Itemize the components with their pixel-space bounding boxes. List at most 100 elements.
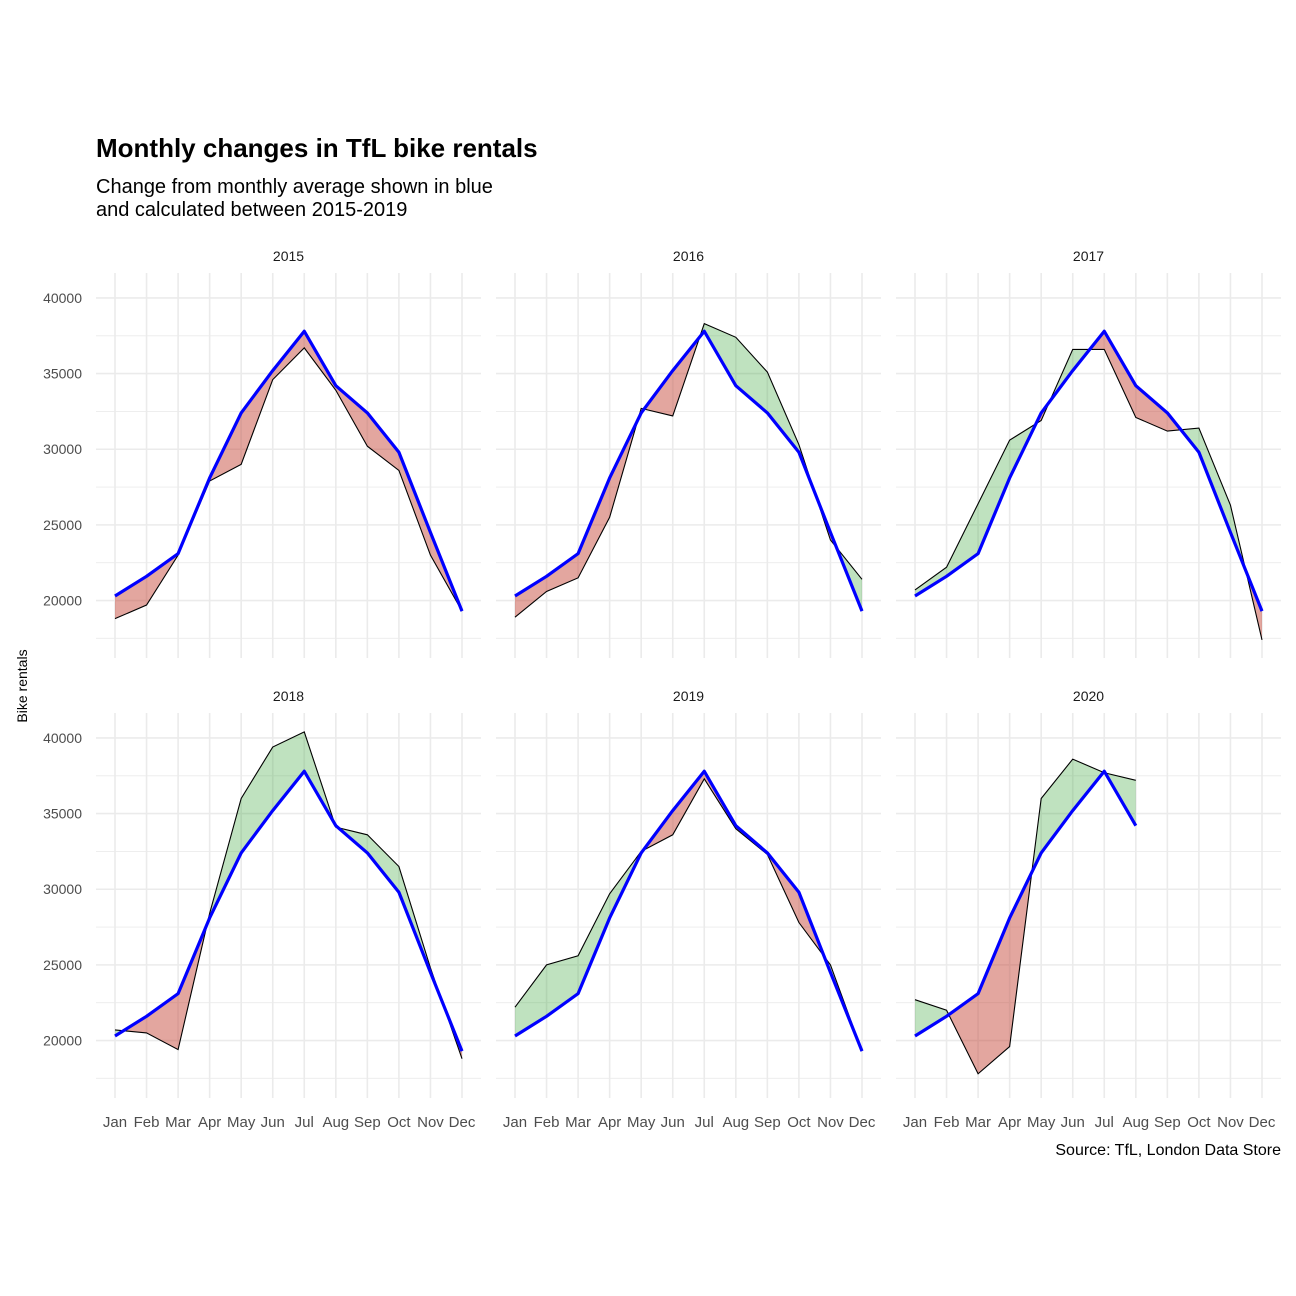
y-tick-label: 35000 <box>43 806 82 822</box>
x-tick-label: Nov <box>417 1114 444 1131</box>
x-tick-label: Feb <box>934 1114 960 1131</box>
x-tick-label: Jun <box>261 1114 285 1131</box>
y-tick-label: 35000 <box>43 366 82 382</box>
x-tick-label: Nov <box>1217 1114 1244 1131</box>
difference-ribbon <box>398 452 431 556</box>
difference-ribbon <box>272 731 305 811</box>
chart-subtitle: Change from monthly average shown in blu… <box>96 176 493 222</box>
x-tick-label: Oct <box>787 1114 811 1131</box>
difference-ribbon <box>335 385 368 447</box>
difference-ribbon <box>241 747 273 853</box>
y-tick-label: 25000 <box>43 517 82 533</box>
actual-line <box>514 777 863 1052</box>
chart-caption: Source: TfL, London Data Store <box>1055 1142 1281 1159</box>
panel-2018: 2018 20000 25000 30000 35000 40000 Jan Feb Mar Ap… <box>43 688 481 1131</box>
x-tick-label: Jan <box>103 1114 127 1131</box>
x-tick-label: Apr <box>598 1114 621 1131</box>
y-tick-label: 20000 <box>43 1033 82 1049</box>
actual-line <box>114 731 463 1059</box>
average-line <box>114 329 464 612</box>
difference-ribbon <box>1198 428 1231 533</box>
facet-label: 2020 <box>1073 688 1104 704</box>
difference-ribbon <box>578 477 610 578</box>
actual-line <box>514 322 863 618</box>
average-line <box>914 329 1264 612</box>
difference-ribbon <box>1135 385 1168 432</box>
actual-line <box>914 758 1136 1075</box>
chart-title: Monthly changes in TfL bike rentals <box>96 133 538 163</box>
x-tick-label: May <box>1027 1114 1056 1131</box>
actual-line <box>114 347 463 620</box>
x-tick-label: Jan <box>503 1114 527 1131</box>
x-tick-label: Aug <box>322 1114 349 1131</box>
average-line <box>914 769 1138 1038</box>
facet-label: 2019 <box>673 688 704 704</box>
x-tick-label: Nov <box>817 1114 844 1131</box>
difference-ribbon <box>515 576 547 618</box>
difference-ribbon <box>546 955 579 1017</box>
x-tick-label: Dec <box>1249 1114 1276 1131</box>
x-tick-label: Sep <box>754 1114 781 1131</box>
x-tick-label: Jul <box>1095 1114 1114 1131</box>
x-tick-label: Feb <box>534 1114 560 1131</box>
average-line <box>514 329 864 612</box>
y-tick-label: 25000 <box>43 957 82 973</box>
difference-ribbon <box>546 553 579 592</box>
difference-ribbon <box>367 412 399 471</box>
x-tick-label: Apr <box>998 1114 1021 1131</box>
y-tick-label: 40000 <box>43 290 82 306</box>
x-tick-label: May <box>227 1114 256 1131</box>
average-line <box>514 769 864 1052</box>
x-tick-label: Jul <box>295 1114 314 1131</box>
panel-2016: 2016 <box>496 248 881 658</box>
average-line <box>114 769 464 1052</box>
facet-label: 2015 <box>273 248 304 264</box>
difference-ribbon <box>1041 759 1073 853</box>
facet-label: 2018 <box>273 688 304 704</box>
panel-2020: 2020 Jan Feb Mar Apr May Jun Jul Aug Sep Oct Nov Dec <box>896 688 1281 1131</box>
difference-ribbon <box>915 567 947 596</box>
panel-2019: 2019 Jan Feb Mar Apr May Jun Jul Aug Sep Oct Nov Dec <box>496 688 881 1131</box>
x-tick-label: May <box>627 1114 656 1131</box>
x-tick-label: Apr <box>198 1114 221 1131</box>
difference-ribbon <box>767 372 799 453</box>
y-tick-label: 20000 <box>43 593 82 609</box>
difference-ribbon <box>978 440 1010 554</box>
difference-ribbon <box>1072 759 1104 811</box>
y-tick-label: 30000 <box>43 441 82 457</box>
difference-ribbon <box>948 993 979 1074</box>
difference-ribbon <box>978 917 1010 1074</box>
difference-ribbon <box>735 337 768 413</box>
x-tick-label: Sep <box>354 1114 381 1131</box>
x-tick-label: Mar <box>965 1114 991 1131</box>
x-tick-label: Oct <box>1187 1114 1211 1131</box>
subtitle-line-2: and calculated between 2015-2019 <box>96 199 408 221</box>
difference-ribbon <box>515 964 547 1036</box>
difference-ribbon <box>367 834 399 893</box>
difference-ribbon <box>241 370 273 465</box>
x-tick-label: Aug <box>722 1114 749 1131</box>
panel-2015: 2015 20000 25000 30000 35000 40000 <box>43 248 481 658</box>
x-tick-label: Mar <box>565 1114 591 1131</box>
x-tick-label: Jun <box>1061 1114 1085 1131</box>
actual-line <box>914 348 1263 640</box>
x-tick-label: Sep <box>1154 1114 1181 1131</box>
facet-label: 2017 <box>1073 248 1104 264</box>
x-tick-label: Oct <box>387 1114 411 1131</box>
subtitle-line-1: Change from monthly average shown in blu… <box>96 176 493 198</box>
x-tick-label: Jul <box>695 1114 714 1131</box>
difference-ribbon <box>146 993 179 1050</box>
x-tick-label: Jan <box>903 1114 927 1131</box>
x-tick-label: Dec <box>449 1114 476 1131</box>
panel-2017: 2017 <box>896 248 1281 658</box>
difference-ribbon <box>1104 331 1136 418</box>
x-tick-label: Dec <box>849 1114 876 1131</box>
y-tick-label: 30000 <box>43 881 82 897</box>
y-tick-label: 40000 <box>43 730 82 746</box>
facet-label: 2016 <box>673 248 704 264</box>
x-tick-label: Aug <box>1122 1114 1149 1131</box>
difference-ribbon <box>672 771 705 835</box>
difference-ribbon <box>578 893 610 994</box>
